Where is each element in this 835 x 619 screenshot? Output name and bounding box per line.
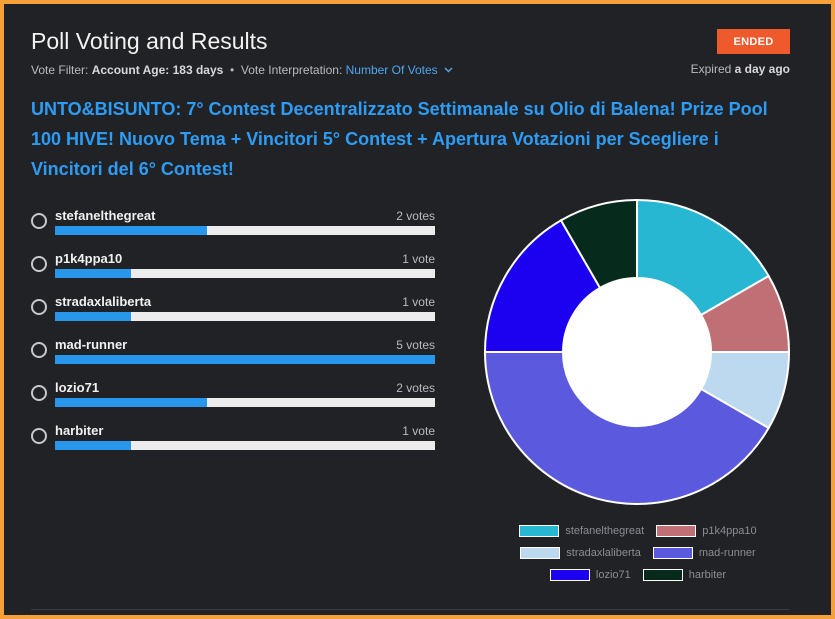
vote-bar-fill [55, 226, 207, 235]
legend-item[interactable]: stefanelthegreat [519, 525, 644, 537]
legend-label: harbiter [688, 569, 727, 581]
radio-button[interactable] [31, 385, 47, 401]
option-name: stefanelthegreat [55, 208, 156, 223]
poll-panel: Poll Voting and Results ENDED Vote Filte… [4, 4, 831, 615]
legend-swatch [520, 547, 561, 559]
radio-button[interactable] [31, 213, 47, 229]
legend-label: stefanelthegreat [565, 525, 645, 537]
vote-bar [55, 398, 435, 407]
vote-bar [55, 269, 435, 278]
vote-filter-line: Vote Filter: Account Age: 183 days • Vot… [31, 62, 453, 77]
option-name: lozio71 [55, 380, 100, 395]
legend-item[interactable]: harbiter [642, 569, 727, 581]
poll-options: stefanelthegreat 2 votes p1k4ppa10 1 vot… [31, 204, 441, 462]
vote-interpretation-value[interactable]: Number Of Votes [345, 63, 438, 77]
legend-row: stefanelthegreat p1k4ppa10 [484, 520, 792, 542]
radio-button[interactable] [31, 342, 47, 358]
option-votes: 2 votes [396, 209, 435, 223]
vote-interpretation-label: Vote Interpretation: [240, 63, 343, 77]
legend-item[interactable]: mad-runner [652, 547, 756, 559]
legend-swatch [519, 525, 560, 537]
poll-option[interactable]: stradaxlaliberta 1 vote [31, 290, 441, 333]
poll-option[interactable]: p1k4ppa10 1 vote [31, 247, 441, 290]
expired-value: a day ago [734, 62, 790, 76]
chart-legend: stefanelthegreat p1k4ppa10 stradaxlalibe… [484, 520, 792, 586]
chevron-down-icon[interactable] [444, 62, 453, 76]
legend-item[interactable]: stradaxlaliberta [520, 547, 641, 559]
vote-bar [55, 355, 435, 364]
poll-option[interactable]: stefanelthegreat 2 votes [31, 204, 441, 247]
legend-swatch [656, 525, 697, 537]
vote-bar-fill [55, 355, 435, 364]
legend-label: p1k4ppa10 [702, 525, 757, 537]
legend-label: stradaxlaliberta [566, 547, 641, 559]
vote-filter-value: Account Age: 183 days [91, 63, 224, 77]
vote-bar [55, 226, 435, 235]
option-votes: 1 vote [402, 252, 435, 266]
poll-question: UNTO&BISUNTO: 7° Contest Decentralizzato… [31, 99, 768, 179]
legend-item[interactable]: p1k4ppa10 [656, 525, 757, 537]
vote-filter-label: Vote Filter: [31, 63, 89, 77]
legend-label: lozio71 [595, 569, 631, 581]
option-name: stradaxlaliberta [55, 294, 152, 309]
legend-swatch [549, 569, 590, 581]
option-votes: 5 votes [396, 338, 435, 352]
legend-row: lozio71 harbiter [484, 564, 792, 586]
poll-option[interactable]: mad-runner 5 votes [31, 333, 441, 376]
radio-button[interactable] [31, 256, 47, 272]
vote-interpretation-dropdown[interactable]: Number Of Votes [346, 63, 453, 77]
vote-bar-fill [55, 398, 207, 407]
option-name: p1k4ppa10 [55, 251, 123, 266]
vote-bar [55, 312, 435, 321]
expired-prefix: Expired [690, 62, 732, 76]
vote-bar-fill [55, 441, 131, 450]
separator-dot: • [226, 63, 238, 77]
radio-button[interactable] [31, 299, 47, 315]
donut-hole [563, 278, 711, 426]
option-votes: 2 votes [396, 381, 435, 395]
option-votes: 1 vote [402, 424, 435, 438]
page-title: Poll Voting and Results [31, 28, 268, 54]
legend-row: stradaxlaliberta mad-runner [484, 542, 792, 564]
option-votes: 1 vote [402, 295, 435, 309]
donut-svg [483, 198, 791, 505]
legend-label: mad-runner [698, 547, 756, 559]
legend-item[interactable]: lozio71 [549, 569, 631, 581]
results-donut-chart [482, 197, 792, 507]
status-badge: ENDED [717, 29, 790, 54]
vote-bar [55, 441, 435, 450]
legend-swatch [652, 547, 693, 559]
radio-button[interactable] [31, 428, 47, 444]
legend-swatch [642, 569, 683, 581]
vote-bar-fill [55, 269, 131, 278]
poll-option[interactable]: lozio71 2 votes [31, 376, 441, 419]
expired-label: Expired a day ago [691, 62, 790, 76]
option-name: mad-runner [55, 337, 128, 352]
vote-bar-fill [55, 312, 131, 321]
option-name: harbiter [55, 423, 104, 438]
divider [31, 609, 790, 610]
poll-option[interactable]: harbiter 1 vote [31, 419, 441, 462]
